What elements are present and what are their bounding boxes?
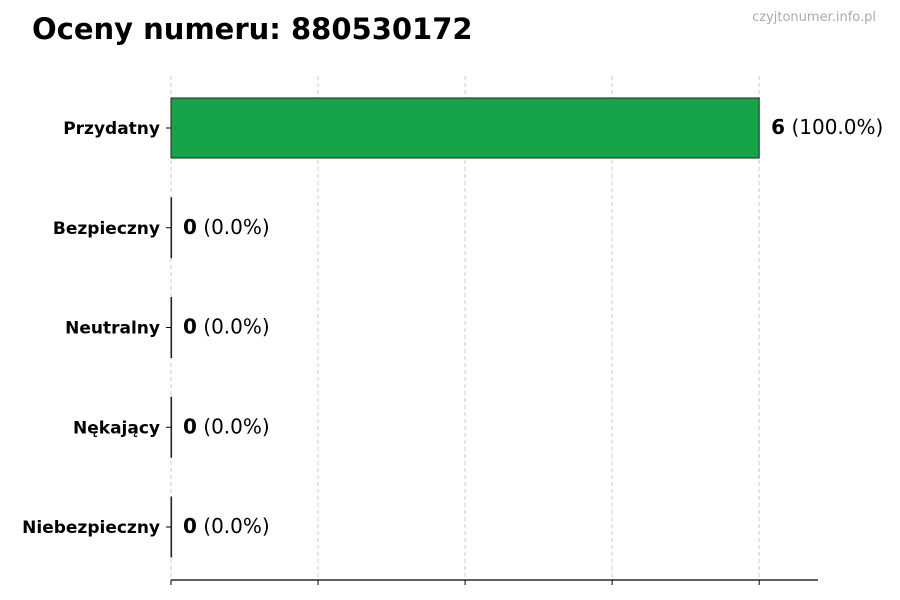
category-label: Bezpieczny: [53, 219, 160, 239]
data-label: 6 (100.0%): [771, 115, 883, 139]
percent-label: (0.0%): [197, 514, 270, 538]
percent-label: (0.0%): [197, 414, 270, 438]
bar: [170, 197, 173, 259]
bar: [170, 496, 173, 558]
value-label: 0: [183, 315, 197, 339]
category-label: Nękający: [73, 418, 160, 438]
bar: [170, 97, 760, 159]
data-label: 0 (0.0%): [183, 414, 270, 438]
value-label: 0: [183, 215, 197, 239]
data-label: 0 (0.0%): [183, 514, 270, 538]
category-label: Neutralny: [65, 319, 160, 339]
bar: [170, 396, 173, 458]
category-label: Niebezpieczny: [22, 518, 160, 538]
percent-label: (100.0%): [785, 115, 883, 139]
value-label: 0: [183, 414, 197, 438]
data-label: 0 (0.0%): [183, 315, 270, 339]
data-label: 0 (0.0%): [183, 215, 270, 239]
bar: [170, 297, 173, 358]
value-label: 6: [771, 115, 785, 139]
category-label: Przydatny: [63, 119, 160, 139]
percent-label: (0.0%): [197, 315, 270, 339]
watermark: czyjtonumer.info.pl: [752, 10, 876, 25]
percent-label: (0.0%): [197, 215, 270, 239]
value-label: 0: [183, 514, 197, 538]
chart-title: Oceny numeru: 880530172: [32, 12, 473, 46]
